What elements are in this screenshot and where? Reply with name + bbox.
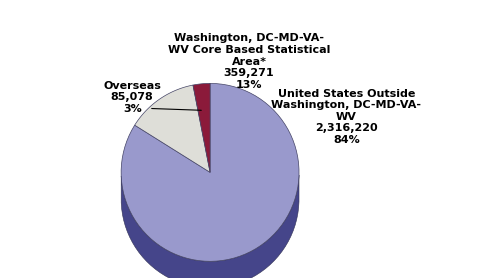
Polygon shape xyxy=(121,83,299,261)
Text: Overseas
85,078
3%: Overseas 85,078 3% xyxy=(103,81,161,114)
Polygon shape xyxy=(121,175,299,278)
Polygon shape xyxy=(134,85,210,172)
Polygon shape xyxy=(193,83,210,172)
Text: United States Outside
Washington, DC-MD-VA-
WV
2,316,220
84%: United States Outside Washington, DC-MD-… xyxy=(271,89,421,145)
Text: Washington, DC-MD-VA-
WV Core Based Statistical
Area*
359,271
13%: Washington, DC-MD-VA- WV Core Based Stat… xyxy=(168,33,330,90)
